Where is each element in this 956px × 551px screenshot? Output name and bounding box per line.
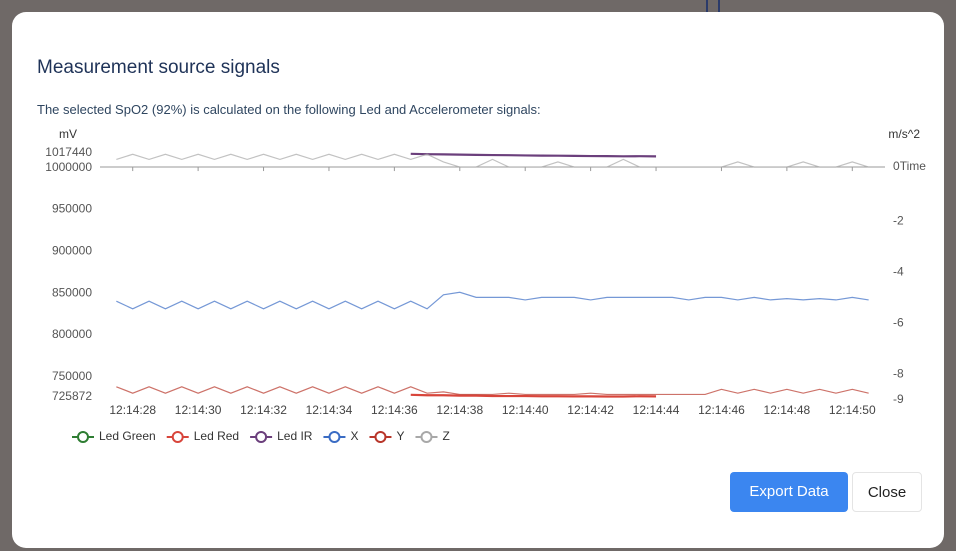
y2-tick-label: -9 [893,392,904,406]
x-tick-label: 12:14:38 [436,403,483,417]
legend-label: X [350,429,358,443]
x-tick-label: 12:14:44 [633,403,680,417]
x-tick-label: 12:14:36 [371,403,418,417]
legend-label: Z [442,429,449,443]
y-tick-label: 750000 [52,369,92,383]
y-tick-label: 800000 [52,327,92,341]
y2-axis-label: m/s^2 [888,127,920,141]
y-tick-label: 850000 [52,285,92,299]
y-axis-label: mV [59,127,77,141]
legend-swatch [255,431,268,443]
modal: Measurement source signals The selected … [12,12,944,548]
background-mark [706,0,708,12]
background-mark [718,0,720,12]
close-button[interactable]: Close [852,472,922,512]
y2-tick-label: -8 [893,367,904,381]
y2-tick-label: 0 [893,159,900,173]
y-tick-label: 1017440 [45,145,92,159]
series-line [116,386,869,396]
legend-swatch [420,431,433,443]
y-tick-label: 900000 [52,243,92,257]
y2-tick-label: -6 [893,316,904,330]
x-tick-label: 12:14:30 [175,403,222,417]
y-tick-label: 725872 [52,389,92,403]
x-tick-label: 12:14:42 [567,403,614,417]
series-line [410,393,657,398]
legend-swatch [374,431,387,443]
x-tick-label: 12:14:28 [109,403,156,417]
x-tick-label: 12:14:40 [502,403,549,417]
modal-title: Measurement source signals [37,57,280,78]
modal-subtitle: The selected SpO2 (92%) is calculated on… [37,102,541,117]
y2-tick-label: -2 [893,213,904,227]
legend-label: Led Red [194,429,239,443]
x-axis-label: Time [900,159,927,173]
y-tick-label: 950000 [52,202,92,216]
series-line [116,153,869,168]
x-tick-label: 12:14:34 [306,403,353,417]
legend-swatch [77,431,89,443]
series-line [116,291,869,310]
x-tick-label: 12:14:50 [829,403,876,417]
x-tick-label: 12:14:46 [698,403,745,417]
y-tick-label: 1000000 [45,160,92,174]
export-button[interactable]: Export Data [730,472,848,512]
legend-label: Y [396,429,404,443]
legend-label: Led Green [99,429,156,443]
series-line [410,152,657,158]
legend-swatch [171,431,184,443]
x-tick-label: 12:14:48 [764,403,811,417]
legend-swatch [328,431,341,443]
legend-label: Led IR [277,429,313,443]
y2-tick-label: -4 [893,264,904,278]
x-tick-label: 12:14:32 [240,403,287,417]
